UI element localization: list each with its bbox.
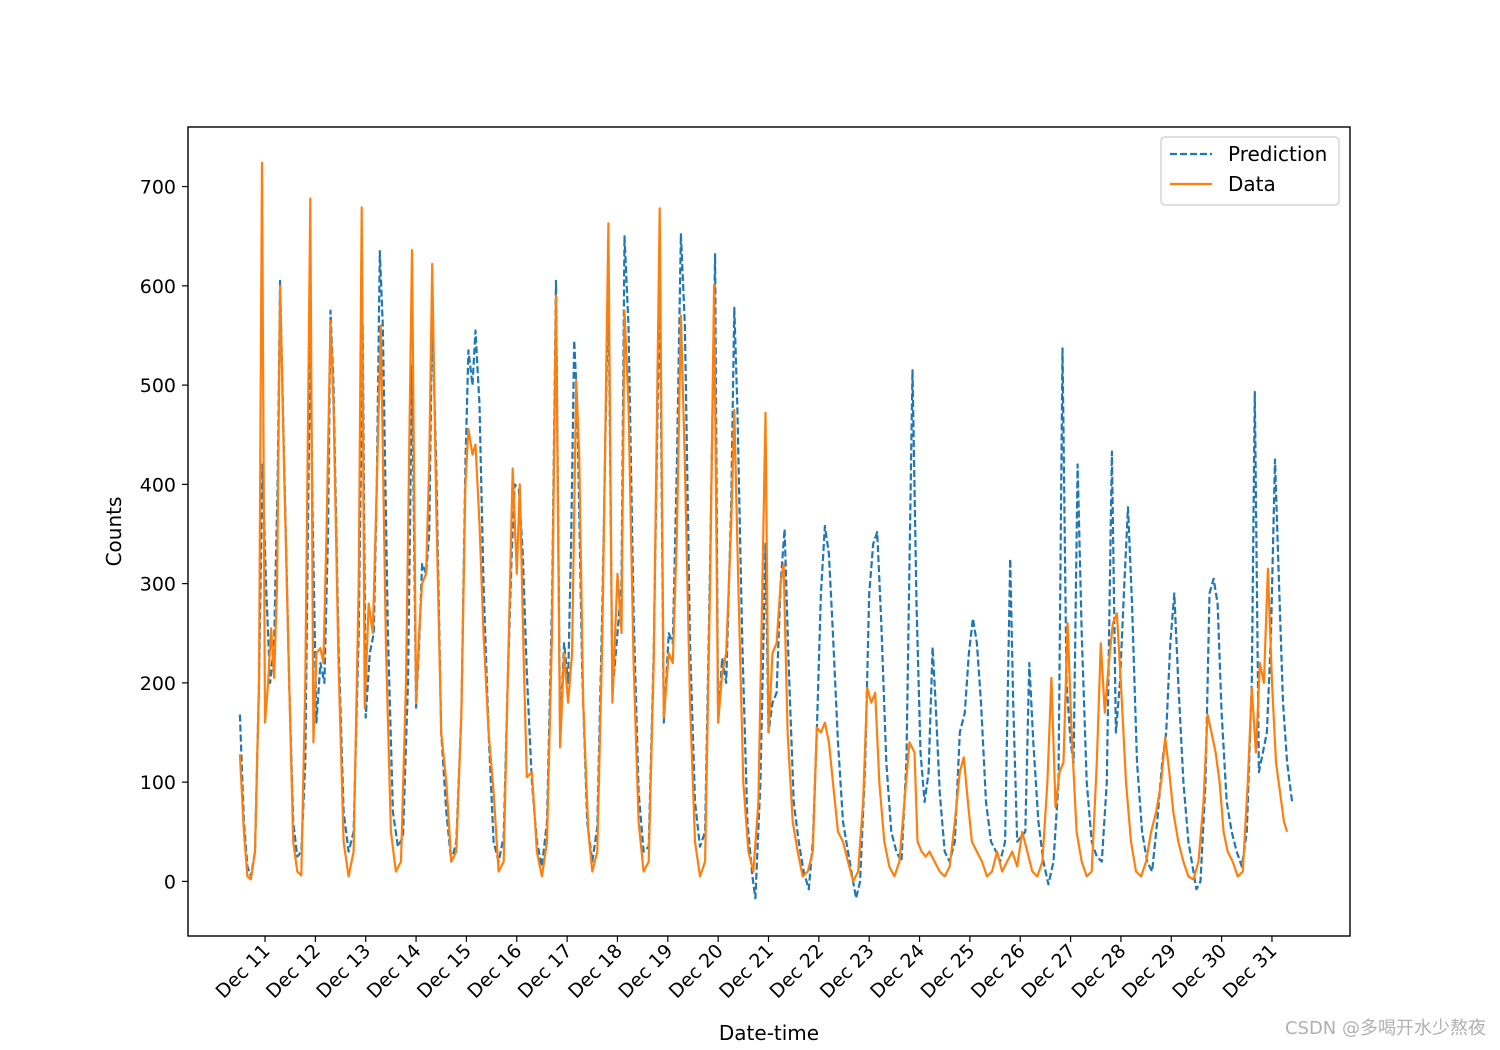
x-tick-label: Dec 25 bbox=[916, 940, 979, 1003]
y-axis-label: Counts bbox=[102, 497, 126, 567]
x-tick-label: Dec 16 bbox=[463, 940, 526, 1003]
y-tick-label: 100 bbox=[140, 772, 176, 794]
x-tick-label: Dec 24 bbox=[866, 940, 929, 1003]
y-axis: 0 100 200 300 400 500 600 700 bbox=[140, 177, 188, 893]
x-tick-label: Dec 20 bbox=[665, 940, 728, 1003]
x-tick-label: Dec 27 bbox=[1017, 940, 1080, 1003]
x-tick-label: Dec 31 bbox=[1219, 940, 1282, 1003]
y-tick-label: 0 bbox=[164, 871, 176, 893]
x-tick-label: Dec 28 bbox=[1068, 940, 1131, 1003]
x-tick-label: Dec 19 bbox=[614, 940, 677, 1003]
y-tick-label: 400 bbox=[140, 474, 176, 496]
x-tick-label: Dec 23 bbox=[816, 940, 879, 1003]
x-tick-label: Dec 13 bbox=[312, 940, 375, 1003]
x-tick-label: Dec 18 bbox=[564, 940, 627, 1003]
legend: Prediction Data bbox=[1160, 136, 1340, 206]
x-tick-label: Dec 12 bbox=[262, 940, 325, 1003]
series-line-data bbox=[238, 161, 1289, 883]
watermark: CSDN @多喝开水少熬夜 bbox=[1284, 1018, 1486, 1039]
y-tick-label: 500 bbox=[140, 375, 176, 397]
x-tick-label: Dec 21 bbox=[715, 940, 778, 1003]
legend-label-prediction: Prediction bbox=[1228, 142, 1327, 166]
x-tick-label: Dec 11 bbox=[212, 940, 275, 1003]
series-line-prediction bbox=[238, 233, 1294, 900]
y-tick-label: 200 bbox=[140, 673, 176, 695]
x-tick-label: Dec 14 bbox=[363, 940, 426, 1003]
x-tick-label: Dec 30 bbox=[1168, 940, 1231, 1003]
y-tick-label: 700 bbox=[140, 177, 176, 199]
y-tick-label: 600 bbox=[140, 276, 176, 298]
y-tick-label: 300 bbox=[140, 574, 176, 596]
x-tick-label: Dec 17 bbox=[514, 940, 577, 1003]
x-tick-label: Dec 22 bbox=[765, 940, 828, 1003]
plot-area bbox=[187, 126, 1351, 937]
x-tick-label: Dec 26 bbox=[967, 940, 1030, 1003]
x-tick-label: Dec 15 bbox=[413, 940, 476, 1003]
legend-label-data: Data bbox=[1228, 172, 1276, 196]
x-tick-label: Dec 29 bbox=[1118, 940, 1181, 1003]
x-axis-label: Date-time bbox=[719, 1021, 819, 1045]
